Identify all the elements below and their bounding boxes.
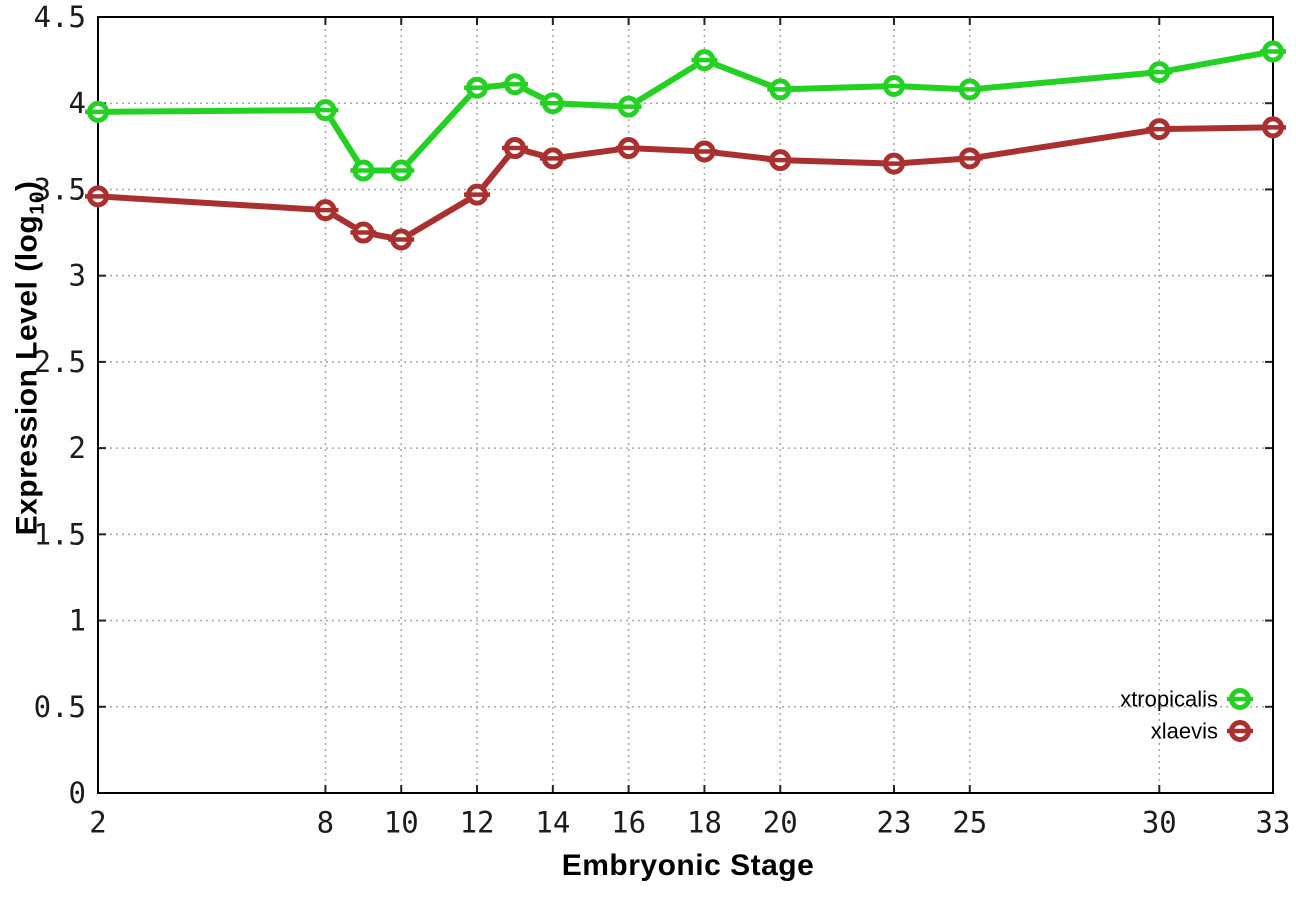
- y-axis-label-post: ): [10, 180, 44, 192]
- marker-circle: [1262, 116, 1284, 139]
- series-xtropicalis: [85, 40, 1286, 182]
- marker-circle: [541, 92, 564, 115]
- y-tick-label: 0: [69, 776, 86, 810]
- legend-label-xlaevis: xlaevis: [1151, 719, 1218, 744]
- marker-circle: [503, 137, 526, 160]
- y-tick-label: 1: [69, 604, 86, 638]
- marker-circle: [693, 49, 716, 72]
- y-tick-label: 0.5: [34, 690, 86, 724]
- marker-circle: [1148, 61, 1171, 84]
- marker-circle: [314, 199, 337, 222]
- x-tick-label: 8: [317, 806, 334, 840]
- marker-circle: [1229, 720, 1251, 742]
- marker-circle: [466, 76, 489, 99]
- y-tick-labels: 0 0.5 1 1.5 2 2.5 3 3.5 4 4.5: [34, 0, 86, 810]
- x-tick-label: 23: [877, 806, 912, 840]
- y-axis-label-sub: 10: [26, 191, 49, 215]
- x-tick-label: 2: [89, 806, 106, 840]
- x-tick-label: 16: [611, 806, 646, 840]
- y-axis-label-pre: Expression Level (log: [10, 214, 44, 536]
- marker-circle: [617, 95, 640, 118]
- x-tick-label: 25: [952, 806, 987, 840]
- marker-circle: [769, 149, 792, 172]
- marker-circle: [617, 137, 640, 160]
- marker-circle: [1229, 688, 1251, 710]
- y-tick-label: 4.5: [34, 0, 86, 34]
- y-tick-label: 3.5: [34, 172, 86, 206]
- y-tick-label: 4: [69, 86, 86, 120]
- y-axis-label: Expression Level (log10): [11, 181, 50, 536]
- legend-label-xtropicalis: xtropicalis: [1120, 687, 1218, 712]
- y-tick-label: 3: [69, 259, 86, 293]
- marker-circle: [882, 74, 905, 97]
- y-tick-label: 2: [69, 431, 86, 465]
- marker-circle: [882, 152, 905, 175]
- marker-circle: [390, 159, 413, 182]
- marker-circle: [1262, 40, 1284, 63]
- x-tick-label: 33: [1256, 806, 1291, 840]
- x-tick-label: 14: [535, 806, 570, 840]
- marker-circle: [390, 228, 413, 251]
- plot-border: [97, 16, 1274, 794]
- series-xlaevis: [85, 116, 1286, 251]
- x-tick-label: 20: [763, 806, 798, 840]
- x-tick-label: 10: [384, 806, 419, 840]
- marker-circle: [466, 183, 489, 206]
- marker-circle: [314, 99, 337, 122]
- gridlines: [98, 17, 1273, 793]
- axis-ticks: [97, 16, 1274, 794]
- x-tick-labels: 2 8 10 12 14 16 18 20 23 25 30 33: [89, 806, 1290, 840]
- x-axis-label: Embryonic Stage: [561, 849, 815, 882]
- marker-circle: [693, 140, 716, 163]
- marker-circle: [769, 78, 792, 101]
- marker-circle: [1148, 118, 1171, 141]
- y-tick-label: 2.5: [34, 345, 86, 379]
- marker-circle: [958, 147, 981, 170]
- y-tick-label: 1.5: [34, 517, 86, 551]
- marker-circle: [958, 78, 981, 101]
- marker-circle: [352, 159, 375, 182]
- marker-circle: [352, 221, 375, 244]
- x-tick-label: 18: [687, 806, 722, 840]
- marker-circle: [541, 147, 564, 170]
- x-tick-label: 30: [1142, 806, 1177, 840]
- marker-circle: [87, 100, 109, 123]
- x-tick-label: 12: [460, 806, 495, 840]
- series-line-xlaevis: [95, 124, 1276, 243]
- marker-circle: [503, 73, 526, 96]
- legend: xtropicalis xlaevis: [1120, 687, 1253, 744]
- marker-circle: [87, 185, 109, 208]
